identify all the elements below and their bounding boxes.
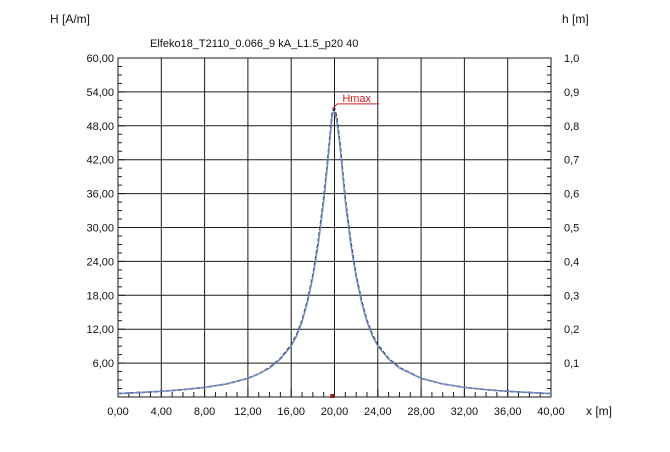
x-tick-label: 36,00 — [494, 406, 522, 418]
y2-tick-label: 1,0 — [564, 53, 579, 65]
series-line-2 — [117, 110, 552, 395]
x-tick-label: 12,00 — [234, 406, 262, 418]
y2-tick-label: 0,6 — [564, 189, 579, 201]
chart-title: Elfeko18_T2110_0.066_9 kA_L1.5_p20 40 — [150, 38, 358, 50]
grid-lines — [118, 58, 551, 397]
y2-tick-label: 0,7 — [564, 155, 579, 167]
y2-tick-label: 0,3 — [564, 290, 579, 302]
x-tick-label: 8,00 — [194, 406, 215, 418]
x-axis-label: x [m] — [586, 404, 612, 418]
x-tick-label: 0,00 — [107, 406, 128, 418]
y-tick-label: 42,00 — [86, 155, 114, 167]
tick-labels: 0,00 4,00 8,00 12,00 16,00 20,00 24,00 28,00 32,… — [86, 53, 579, 418]
x-tick-label: 32,00 — [451, 406, 479, 418]
series-group — [117, 107, 552, 395]
y-tick-label: 24,00 — [86, 256, 114, 268]
peak-position-marker — [330, 394, 335, 398]
x-tick-label: 20,00 — [321, 406, 349, 418]
y2-tick-label: 0,8 — [564, 121, 579, 133]
minor-ticks — [117, 57, 552, 398]
y-tick-label: 60,00 — [86, 53, 114, 65]
x-tick-label: 28,00 — [407, 406, 435, 418]
series-line-1 — [117, 107, 552, 395]
y-tick-label: 48,00 — [86, 121, 114, 133]
y-tick-label: 18,00 — [86, 290, 114, 302]
y-tick-label: 6,00 — [93, 358, 114, 370]
hmax-leader-line — [331, 103, 338, 110]
x-tick-label: 24,00 — [364, 406, 392, 418]
x-tick-label: 16,00 — [277, 406, 305, 418]
y2-tick-label: 0,5 — [564, 223, 579, 235]
y2-tick-label: 0,4 — [564, 256, 579, 268]
x-tick-label: 40,00 — [537, 406, 565, 418]
y-tick-label: 12,00 — [86, 324, 114, 336]
y2-axis-label: h [m] — [562, 12, 589, 26]
y-axis-label: H [A/m] — [50, 12, 90, 26]
y-tick-label: 36,00 — [86, 189, 114, 201]
y2-tick-label: 0,9 — [564, 87, 579, 99]
y2-tick-label: 0,1 — [564, 358, 579, 370]
y-tick-label: 54,00 — [86, 87, 114, 99]
annotation-group: Hmax — [330, 93, 380, 398]
y2-tick-label: 0,2 — [564, 324, 579, 336]
y-tick-label: 30,00 — [86, 223, 114, 235]
x-tick-label: 4,00 — [151, 406, 172, 418]
hmax-annotation-label: Hmax — [342, 93, 371, 105]
